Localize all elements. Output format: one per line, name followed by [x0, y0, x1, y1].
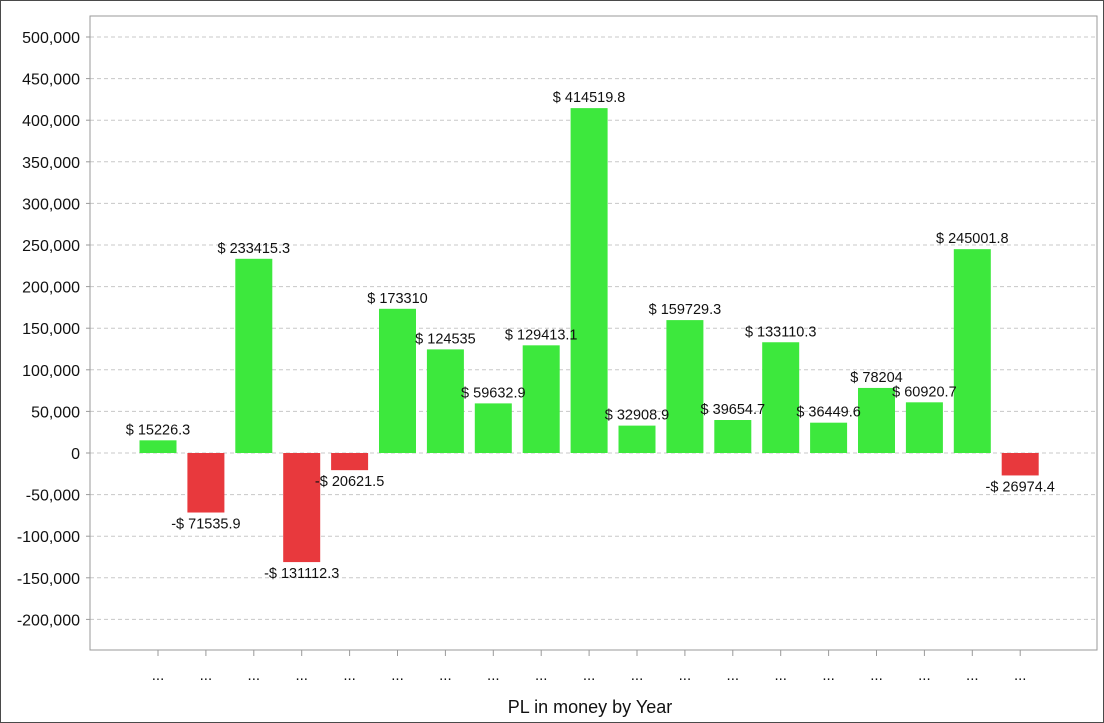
x-tick-label: ... — [248, 667, 261, 684]
x-tick-label: ... — [439, 667, 452, 684]
x-tick-label: ... — [343, 667, 356, 684]
bar — [426, 349, 464, 453]
data-label: $ 124535 — [415, 331, 475, 347]
x-tick-label: ... — [152, 667, 165, 684]
data-label: $ 233415.3 — [218, 241, 291, 257]
bar — [570, 108, 608, 453]
data-label: $ 32908.9 — [605, 408, 670, 424]
bar — [953, 249, 991, 453]
data-label: -$ 26974.4 — [986, 479, 1055, 495]
bar — [283, 453, 321, 563]
x-tick-label: ... — [774, 667, 787, 684]
y-tick-label: 200,000 — [22, 280, 80, 297]
y-tick-label: 250,000 — [22, 238, 80, 255]
bar — [1001, 453, 1039, 476]
y-tick-label: 150,000 — [22, 321, 80, 338]
x-tick-label: ... — [391, 667, 404, 684]
data-label: -$ 20621.5 — [315, 474, 384, 490]
x-tick-label: ... — [870, 667, 883, 684]
x-tick-label: ... — [727, 667, 740, 684]
bar — [666, 320, 704, 453]
y-tick-label: -100,000 — [17, 529, 80, 546]
bar — [474, 403, 512, 453]
bar — [618, 425, 656, 453]
x-tick-label: ... — [1014, 667, 1027, 684]
data-label: -$ 71535.9 — [171, 517, 240, 533]
data-label: -$ 131112.3 — [264, 566, 339, 582]
y-tick-label: 450,000 — [22, 72, 80, 89]
x-tick-label: ... — [822, 667, 835, 684]
y-tick-label: 100,000 — [22, 363, 80, 380]
x-axis-ticks: ........................................… — [152, 650, 1027, 684]
x-axis-title: PL in money by Year — [508, 697, 672, 717]
y-tick-label: -150,000 — [17, 571, 80, 588]
data-label: $ 78204 — [850, 370, 902, 386]
y-tick-label: 500,000 — [22, 30, 80, 47]
data-label: $ 36449.6 — [796, 405, 861, 421]
plot-area-border — [89, 15, 1098, 651]
y-tick-label: 50,000 — [31, 404, 80, 421]
bar — [522, 345, 560, 453]
y-tick-label: -200,000 — [17, 612, 80, 629]
y-tick-label: 300,000 — [22, 196, 80, 213]
data-labels: $ 15226.3 -$ 71535.9 $ 233415.3 -$ 131112.3… — [126, 90, 1055, 582]
data-label: $ 39654.7 — [701, 402, 766, 418]
x-tick-label: ... — [295, 667, 308, 684]
data-label: $ 129413.1 — [505, 327, 578, 343]
data-label: $ 60920.7 — [892, 384, 957, 400]
data-label: $ 159729.3 — [649, 302, 722, 318]
bar — [187, 453, 225, 513]
bar — [858, 387, 895, 453]
bar — [762, 342, 800, 453]
bars — [139, 108, 1039, 563]
data-label: $ 245001.8 — [936, 231, 1009, 247]
y-tick-label: 0 — [71, 446, 80, 463]
y-axis-ticks: 500,000 450,000 400,000 350,000 300,000 250,0… — [17, 30, 90, 629]
bar — [810, 422, 848, 453]
x-tick-label: ... — [583, 667, 596, 684]
y-tick-label: 400,000 — [22, 113, 80, 130]
x-tick-label: ... — [918, 667, 931, 684]
data-label: $ 15226.3 — [126, 422, 191, 438]
x-tick-label: ... — [535, 667, 548, 684]
bar — [714, 420, 752, 453]
y-tick-label: 350,000 — [22, 155, 80, 172]
bar — [331, 453, 369, 471]
y-tick-label: -50,000 — [26, 488, 80, 505]
bar — [379, 308, 416, 453]
data-label: $ 133110.3 — [745, 324, 817, 340]
x-tick-label: ... — [200, 667, 213, 684]
data-label: $ 59632.9 — [461, 385, 526, 401]
data-label: $ 173310 — [367, 291, 427, 307]
data-label: $ 414519.8 — [553, 90, 626, 106]
x-tick-label: ... — [631, 667, 644, 684]
x-tick-label: ... — [487, 667, 500, 684]
bar — [905, 402, 943, 453]
x-tick-label: ... — [679, 667, 692, 684]
bar — [139, 440, 177, 453]
bar — [235, 258, 273, 453]
x-tick-label: ... — [966, 667, 979, 684]
